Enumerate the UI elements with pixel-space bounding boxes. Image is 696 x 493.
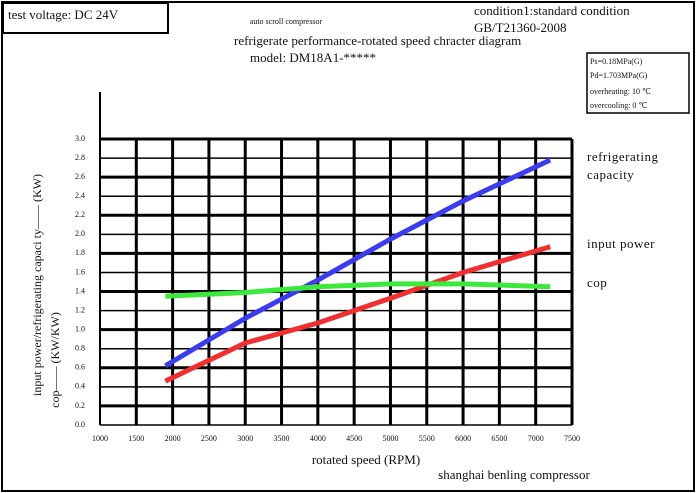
y-tick-label: 2.6 [75, 172, 85, 181]
y-tick-label: 2.4 [75, 191, 85, 200]
y-tick-label: 0.4 [75, 382, 85, 391]
param: Ps=0.18MPa(G) [590, 57, 643, 66]
x-tick-label: 4500 [346, 434, 362, 443]
x-tick-label: 2500 [201, 434, 217, 443]
footer: shanghai benling compressor [438, 467, 590, 482]
y-tick-label: 0.2 [75, 401, 85, 410]
legend-entry: cop [587, 275, 608, 290]
chart-title: refrigerate performance-rotated speed ch… [234, 33, 521, 48]
y-tick-label: 1.6 [75, 267, 85, 276]
y-axis-label: input power/refrigerating capaci ty—— (K… [30, 174, 44, 396]
param: overcooling: 0 ℃ [590, 101, 647, 110]
x-tick-label: 7500 [564, 434, 580, 443]
y-tick-label: 1.4 [75, 286, 85, 295]
y-tick-label: 2.8 [75, 153, 85, 162]
x-tick-label: 3500 [274, 434, 290, 443]
param: Pd=1.703MPa(G) [590, 71, 648, 80]
x-tick-label: 6000 [455, 434, 471, 443]
y-tick-label: 2.0 [75, 229, 85, 238]
y-tick-label: 1.8 [75, 248, 85, 257]
y-tick-label: 1.2 [75, 305, 85, 314]
x-tick-label: 5000 [382, 434, 398, 443]
subtitle: auto scroll compressor [250, 17, 323, 26]
voltage: test voltage: DC 24V [8, 7, 119, 22]
series-line [164, 244, 551, 384]
x-tick-label: 4000 [310, 434, 326, 443]
x-tick-label: 3000 [237, 434, 253, 443]
y-tick-label: 0.6 [75, 363, 85, 372]
standard: GB/T21360-2008 [474, 20, 566, 35]
x-tick-label: 2000 [165, 434, 181, 443]
y-axis-label-2: cop—— (KW/KW) [48, 312, 62, 408]
param-box [586, 52, 690, 114]
x-tick-label: 7000 [528, 434, 544, 443]
x-tick-label: 5500 [419, 434, 435, 443]
model: model: DM18A1-***** [250, 50, 376, 65]
y-tick-label: 0.0 [75, 420, 85, 429]
y-tick-label: 3.0 [75, 134, 85, 143]
legend-entry: input power [587, 236, 655, 251]
x-axis-label: rotated speed (RPM) [312, 452, 420, 467]
x-tick-label: 6500 [491, 434, 507, 443]
y-tick-label: 1.0 [75, 324, 85, 333]
legend-entry: refrigerating capacity [587, 149, 659, 182]
y-tick-label: 2.2 [75, 210, 85, 219]
x-tick-label: 1500 [128, 434, 144, 443]
condition: condition1:standard condition [474, 3, 630, 18]
param: overheating: 10 ℃ [590, 87, 651, 96]
voltage-box [2, 2, 169, 34]
x-tick-label: 1000 [92, 434, 108, 443]
series-line [164, 157, 552, 369]
series-line [165, 281, 551, 299]
y-tick-label: 0.8 [75, 344, 85, 353]
